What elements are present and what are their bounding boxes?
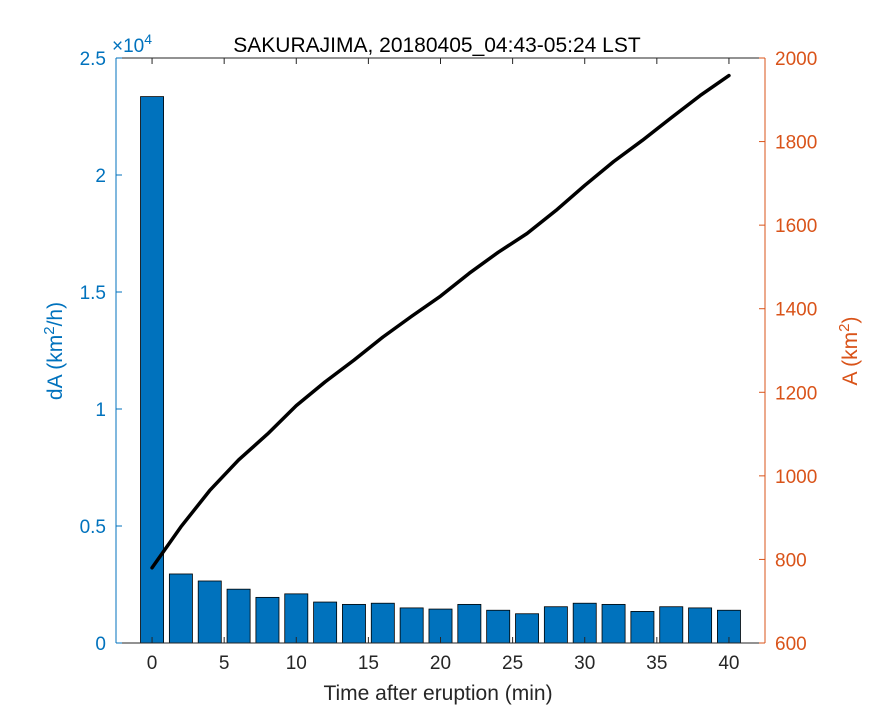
- bar-14: [543, 606, 568, 644]
- right-tick-label-5: 1600: [775, 216, 817, 237]
- bar-17: [630, 611, 655, 644]
- left-axis-multiplier: ×104: [112, 31, 152, 57]
- left-axis-label-sup: 2: [41, 326, 58, 334]
- bar-11: [457, 603, 482, 644]
- left-axis-multiplier-base: ×10: [112, 36, 144, 57]
- right-axis-ticks: 600 800 1000 1200 1400 1600 1800 2000: [759, 49, 817, 655]
- right-tick-label-2: 1000: [775, 467, 817, 488]
- bar-6: [313, 601, 338, 644]
- bar-16: [601, 603, 626, 644]
- right-axis-label-tail: ): [839, 316, 862, 323]
- right-axis-label-sup: 2: [836, 323, 853, 331]
- x-tick-label-5: 25: [502, 653, 523, 674]
- bar-2: [197, 580, 222, 644]
- left-axis-label: dA (km2/h): [41, 302, 67, 400]
- right-axis-label-main: A (km: [839, 332, 862, 386]
- right-tick-label-0: 600: [775, 634, 807, 655]
- bar-3: [226, 588, 251, 644]
- bar-19: [688, 607, 713, 644]
- bar-18: [659, 606, 684, 644]
- bar-0: [140, 96, 165, 644]
- bar-1: [168, 573, 193, 644]
- bar-4: [255, 596, 280, 644]
- right-tick-label-4: 1400: [775, 300, 817, 321]
- line-series: [150, 73, 731, 570]
- left-axis-label-tail: /h): [44, 302, 67, 327]
- left-tick-label-4: 2: [95, 166, 106, 187]
- bar-5: [284, 593, 309, 644]
- bar-8: [370, 602, 395, 644]
- x-axis-ticks: 0 5 10 15 20 25 30 35 40: [147, 58, 740, 674]
- area-line: [150, 73, 731, 570]
- left-axis-label-main: dA (km: [44, 335, 67, 400]
- left-tick-label-1: 0.5: [80, 517, 106, 538]
- x-tick-label-3: 15: [358, 653, 379, 674]
- left-tick-label-2: 1: [95, 400, 106, 421]
- x-axis-label: Time after eruption (min): [323, 682, 552, 705]
- x-tick-label-1: 5: [219, 653, 230, 674]
- right-axis-label: A (km2): [836, 316, 862, 385]
- bar-9: [399, 607, 424, 644]
- right-tick-label-1: 800: [775, 550, 807, 571]
- bar-7: [342, 603, 366, 644]
- left-tick-label-0: 0: [95, 634, 106, 655]
- plot-area: [116, 58, 765, 643]
- left-axis-ticks: 0 0.5 1 1.5 2 2.5: [80, 49, 122, 655]
- left-tick-label-3: 1.5: [80, 283, 106, 304]
- left-axis-multiplier-exponent: 4: [144, 31, 152, 47]
- bar-series: [140, 96, 741, 644]
- chart-title: SAKURAJIMA, 20180405_04:43-05:24 LST: [233, 34, 641, 57]
- x-tick-label-2: 10: [286, 653, 307, 674]
- bar-12: [486, 609, 511, 644]
- x-tick-label-8: 40: [718, 653, 739, 674]
- x-tick-label-6: 30: [574, 653, 595, 674]
- right-tick-label-6: 1800: [775, 133, 817, 154]
- x-tick-label-4: 20: [430, 653, 451, 674]
- x-tick-label-0: 0: [147, 653, 158, 674]
- right-tick-label-7: 2000: [775, 49, 817, 70]
- left-tick-label-5: 2.5: [80, 49, 106, 70]
- right-tick-label-3: 1200: [775, 383, 817, 404]
- bar-13: [515, 613, 539, 644]
- x-tick-label-7: 35: [646, 653, 667, 674]
